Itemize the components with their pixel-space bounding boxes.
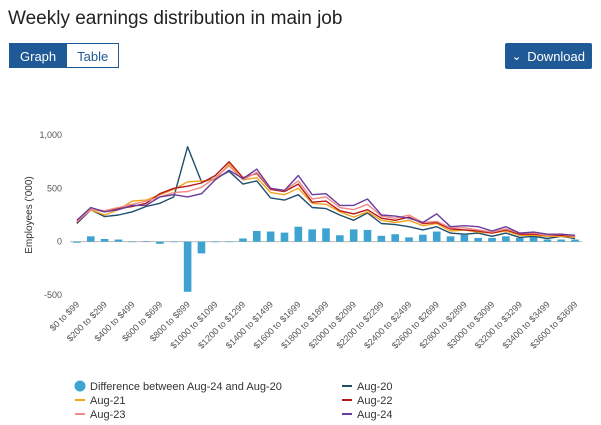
difference-bar [377,235,386,242]
difference-bar [308,229,316,242]
difference-bar [419,234,427,242]
difference-bar [142,241,150,242]
difference-bar [253,231,261,242]
difference-bar [169,241,178,243]
series-line-aug-22 [76,160,576,237]
difference-bar [128,241,137,243]
y-tick-label: 500 [47,183,62,193]
tab-graph[interactable]: Graph [9,43,68,68]
difference-bar [322,228,330,242]
difference-bar [114,239,123,242]
difference-bar [543,239,552,242]
y-axis-label: Employees ('000) [24,176,35,254]
difference-bar [225,241,233,243]
y-tick-label: -500 [44,290,62,300]
difference-bar [156,241,164,244]
y-tick-label: 1,000 [39,130,62,140]
difference-bar [211,241,220,243]
difference-bar [515,237,524,242]
legend-label-aug-24: Aug-24 [357,409,392,421]
difference-bar [460,234,469,242]
legend-label-aug-22: Aug-22 [357,395,392,407]
difference-bar [336,235,344,242]
legend-label-aug-20: Aug-20 [357,381,392,393]
y-axis: -500 0 500 1,000 [39,130,582,300]
difference-bar [197,241,206,254]
y-tick-label: 0 [57,237,62,247]
series-lines [76,145,576,240]
series-line-aug-20 [76,145,576,240]
download-label: Download [527,48,586,64]
difference-bar [391,234,399,242]
difference-bar [266,231,275,242]
difference-bar [529,236,538,242]
difference-bar [239,238,247,242]
download-button[interactable]: ⌄ Download [505,43,592,69]
x-axis: $0 to $99$200 to $299$400 to $499$600 to… [48,299,580,350]
difference-bar [446,236,455,242]
difference-bars [73,226,579,292]
difference-bar [474,237,483,242]
difference-bar [86,236,95,242]
difference-bar [100,239,109,242]
tab-table[interactable]: Table [67,43,120,68]
difference-bar [294,226,303,242]
difference-bar [183,241,192,292]
difference-bar [405,237,413,242]
difference-bar [432,231,441,242]
difference-bar [280,232,289,242]
series-line-aug-24 [76,168,576,236]
difference-bar [363,229,372,242]
legend-label-difference: Difference between Aug-24 and Aug-20 [90,381,282,393]
legend: Difference between Aug-24 and Aug-20 Aug-… [74,380,392,421]
legend-label-aug-21: Aug-21 [90,395,125,407]
difference-bar [502,236,510,242]
legend-marker-difference [74,380,86,392]
difference-bar [488,237,496,242]
difference-bar [349,229,358,242]
view-tabs: Graph Table [9,43,120,68]
legend-label-aug-23: Aug-23 [90,409,125,421]
difference-bar [73,241,81,243]
difference-bar [557,239,566,242]
difference-bar [571,239,579,242]
chevron-down-icon: ⌄ [511,50,522,63]
page-title: Weekly earnings distribution in main job [8,8,343,29]
